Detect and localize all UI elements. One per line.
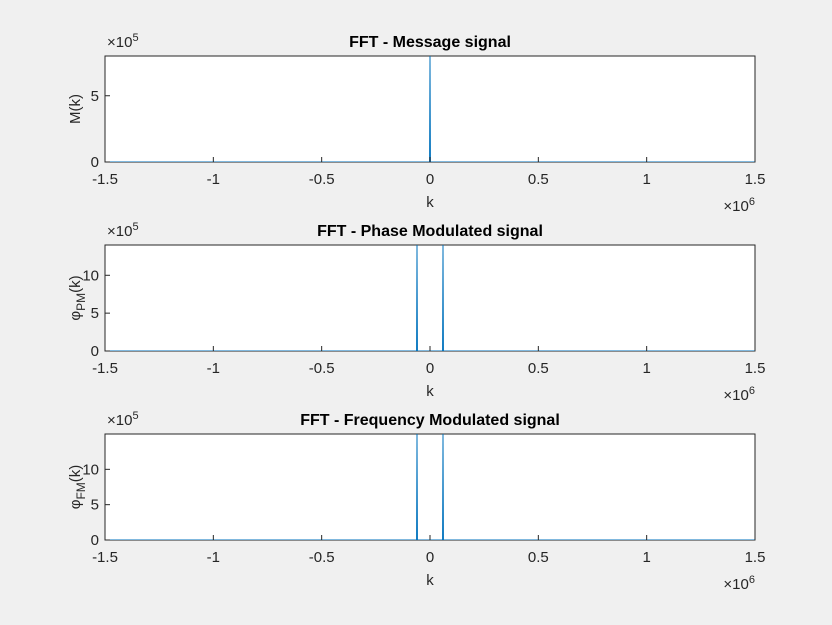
y-tick-label: 5 (91, 88, 99, 105)
x-exponent-value: 6 (749, 574, 755, 586)
x-exponent: ×106 (723, 574, 755, 593)
x-tick-label: 1 (642, 360, 650, 377)
axes-background (104, 244, 756, 352)
x-tick-label: -1.5 (92, 549, 118, 566)
y-tick-label: 10 (82, 461, 99, 478)
x-tick-label: -1 (207, 549, 220, 566)
x-exponent: ×106 (723, 196, 755, 215)
y-label-sub: FM (74, 482, 88, 499)
y-label-main: φ (67, 311, 84, 321)
x-tick-label: 0 (426, 360, 434, 377)
y-label-suffix: (k) (67, 275, 84, 293)
y-label-main: M(k) (67, 94, 84, 124)
x-multiplier: ×10 (723, 198, 748, 215)
y-label-suffix: (k) (67, 465, 84, 483)
x-exponent-value: 6 (749, 196, 755, 208)
y-tick-label: 0 (91, 343, 99, 360)
x-tick-label: 1.5 (745, 360, 766, 377)
x-axis-label: k (426, 383, 434, 400)
subplot-title: FFT - Message signal (349, 34, 511, 51)
subplot-title: FFT - Phase Modulated signal (317, 223, 543, 240)
x-tick-label: 0.5 (528, 360, 549, 377)
y-multiplier: ×10 (107, 34, 132, 51)
x-tick-label: 1.5 (745, 549, 766, 566)
x-tick-label: 1.5 (745, 171, 766, 188)
x-multiplier: ×10 (723, 387, 748, 404)
y-axis-label: M(k) (67, 94, 84, 124)
x-tick-label: 1 (642, 171, 650, 188)
x-tick-label: -0.5 (309, 360, 335, 377)
x-tick-label: -0.5 (309, 171, 335, 188)
x-tick-label: 0 (426, 171, 434, 188)
y-exponent: ×105 (107, 32, 139, 51)
y-axis-label: φFM(k) (67, 465, 88, 510)
y-multiplier: ×10 (107, 412, 132, 429)
x-tick-label: 0.5 (528, 171, 549, 188)
x-tick-label: 0 (426, 549, 434, 566)
subplot: -1.5 -1 -0.5 0 0.5 1 1.5 0 5 10 FFT - Phase Modula… (67, 221, 765, 404)
x-axis-label: k (426, 194, 434, 211)
y-tick-label: 0 (91, 532, 99, 549)
y-multiplier: ×10 (107, 223, 132, 240)
x-exponent-value: 6 (749, 385, 755, 397)
x-exponent: ×106 (723, 385, 755, 404)
y-exponent: ×105 (107, 410, 139, 429)
spectrum-line (105, 245, 755, 351)
y-label-sub: PM (74, 293, 88, 311)
x-tick-label: 0.5 (528, 549, 549, 566)
y-tick-label: 10 (82, 267, 99, 284)
subplot: -1.5 -1 -0.5 0 0.5 1 1.5 0 5 10 FFT - Frequency Mo… (67, 410, 765, 593)
x-tick-label: -0.5 (309, 549, 335, 566)
x-tick-label: -1 (207, 171, 220, 188)
spectrum-line (105, 434, 755, 540)
x-tick-label: 1 (642, 549, 650, 566)
y-tick-label: 0 (91, 154, 99, 171)
x-tick-label: -1.5 (92, 360, 118, 377)
x-tick-label: -1.5 (92, 171, 118, 188)
y-label-main: φ (67, 499, 84, 509)
y-exponent: ×105 (107, 221, 139, 240)
x-axis-label: k (426, 572, 434, 589)
y-exponent-value: 5 (132, 221, 138, 233)
y-exponent-value: 5 (132, 410, 138, 422)
y-axis-label: φPM(k) (67, 275, 88, 320)
subplot-title: FFT - Frequency Modulated signal (300, 412, 560, 429)
y-exponent-value: 5 (132, 32, 138, 44)
x-tick-label: -1 (207, 360, 220, 377)
subplot: -1.5 -1 -0.5 0 0.5 1 1.5 0 5 FFT - Message signal… (67, 32, 765, 215)
y-tick-label: 5 (91, 497, 99, 514)
x-multiplier: ×10 (723, 576, 748, 593)
y-tick-label: 5 (91, 305, 99, 322)
axes-background (104, 433, 756, 541)
